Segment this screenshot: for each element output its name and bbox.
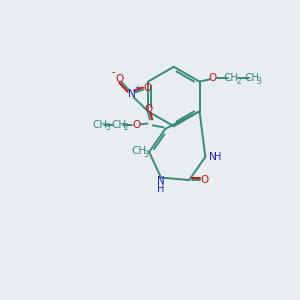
Text: CH: CH bbox=[111, 120, 126, 130]
Text: O: O bbox=[144, 104, 152, 114]
Text: O: O bbox=[143, 82, 151, 93]
Text: N: N bbox=[157, 176, 165, 186]
Text: H: H bbox=[214, 152, 221, 162]
Text: +: + bbox=[135, 85, 141, 91]
Text: O: O bbox=[132, 120, 141, 130]
Text: N: N bbox=[128, 89, 136, 99]
Text: O: O bbox=[200, 175, 209, 185]
Text: CH: CH bbox=[223, 73, 238, 83]
Text: 3: 3 bbox=[257, 76, 262, 85]
Text: 2: 2 bbox=[124, 123, 129, 132]
Text: 2: 2 bbox=[236, 76, 241, 85]
Text: N: N bbox=[209, 152, 217, 162]
Text: 3: 3 bbox=[106, 123, 110, 132]
Text: CH: CH bbox=[131, 146, 146, 156]
Text: 3: 3 bbox=[143, 151, 148, 160]
Text: CH: CH bbox=[93, 120, 108, 130]
Text: -: - bbox=[112, 67, 115, 77]
Text: CH: CH bbox=[244, 73, 259, 83]
Text: O: O bbox=[115, 74, 123, 84]
Text: H: H bbox=[157, 184, 165, 194]
Text: O: O bbox=[209, 73, 217, 83]
